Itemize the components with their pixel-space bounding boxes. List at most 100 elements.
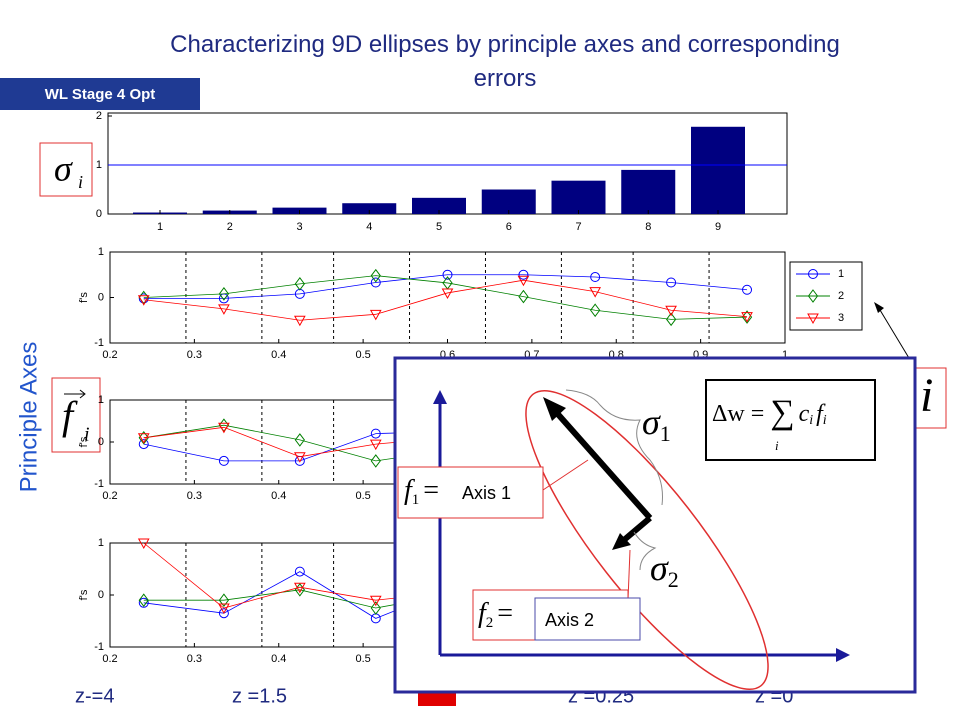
f2: f2 = [478,598,513,631]
y-tick-label: -1 [94,478,104,490]
badge [0,78,200,110]
marker [294,566,305,577]
sigma-sub: 2 [668,567,679,592]
x-tick-label: 0.4 [271,490,286,502]
bar [551,180,606,214]
marker [590,272,601,283]
y-tick-label: 0 [98,589,104,601]
callout [542,459,589,491]
y-tick-label: 0 [96,208,102,220]
formula-part: Δw [712,401,745,427]
marker [138,439,149,450]
formula-box [705,379,876,461]
y-axis-label: f's [78,589,90,600]
marker [370,428,381,439]
equals: = [423,475,439,506]
sigma: σ [642,402,661,442]
axis1-box [397,466,544,519]
marker [218,422,230,434]
x-tick-label: 0.5 [355,349,370,361]
marker [137,538,150,550]
marker [742,284,753,295]
f: f [478,598,489,629]
marker [370,454,381,468]
y-tick-label: 0 [98,291,104,303]
title: Characterizing 9D ellipses by principle … [170,31,840,92]
sigma-box [39,142,93,197]
formula-part: = [751,401,765,427]
marker [218,287,230,301]
marker [138,597,149,608]
ellipse [525,389,769,691]
y-tick-label: 1 [96,159,102,171]
x-tick-label: 1 [782,349,788,361]
badge-text: WL Stage 4 Opt [45,86,156,103]
sigma: σ [650,548,669,588]
x-tick-label: 2 [227,221,233,233]
marker [518,289,529,304]
bar [342,203,397,214]
sigma-sub: 1 [660,421,671,446]
x-tick-label: 0.3 [187,653,202,665]
x-tick-label: 7 [575,221,581,233]
bar [621,169,676,214]
x-tick-label: 9 [715,221,721,233]
f-sub: i [84,424,90,446]
y-tick-label: 1 [98,394,104,406]
y-tick-label: 0 [98,436,104,448]
f-sub: 1 [412,492,420,508]
formula-part: ∑ [770,394,794,431]
z-label: z =1.5 [232,685,287,707]
series-line [143,279,748,321]
right-symbol: i [920,369,933,422]
series-line [143,275,748,320]
x-tick-label: 0.3 [187,490,202,502]
axis1: Axis 1 [462,483,511,503]
brace [633,531,657,571]
overlay-panel: σ1 σ2 Δw = ∑ ci fi i f1 = Axis 1 f2 = Axis 2 [393,356,917,694]
marker [137,433,150,444]
bar [412,197,466,214]
marker [665,305,677,317]
axis2-inner [534,597,641,641]
brace [565,389,663,506]
marker [442,269,453,280]
marker [441,288,454,299]
arrow-head [612,533,631,550]
marker [294,433,305,447]
y-tick-label: 1 [98,246,104,258]
axis-arrow [433,390,447,404]
marker [808,269,818,279]
f: f [404,475,415,506]
marker [807,289,819,303]
x-tick-label: 5 [436,221,442,233]
marker [665,312,677,327]
f1: f1 = [404,475,439,508]
sigma-symbol: σ [54,148,73,188]
marker [589,287,602,298]
legend-label: 3 [838,312,844,324]
x-tick-label: 0.2 [102,349,117,361]
x-tick-label: 4 [366,221,372,233]
sum-sub: i [775,438,779,453]
marker [807,313,819,325]
marker [741,312,753,323]
marker [517,275,530,287]
bar [481,189,536,214]
x-tick-label: 0.2 [102,490,117,502]
x-tick-label: 3 [296,221,302,233]
marker [137,295,150,306]
sigma2: σ2 [650,548,679,592]
sigma1: σ1 [642,402,671,446]
marker [218,593,230,608]
legend-label: 1 [838,268,844,280]
marker [294,277,305,291]
marker [370,268,381,283]
series-line [143,274,748,299]
legend-label: 2 [838,290,844,302]
formula-part: i [809,413,813,428]
x-tick-label: 0.2 [102,653,117,665]
x-tick-label: 0.5 [355,490,370,502]
